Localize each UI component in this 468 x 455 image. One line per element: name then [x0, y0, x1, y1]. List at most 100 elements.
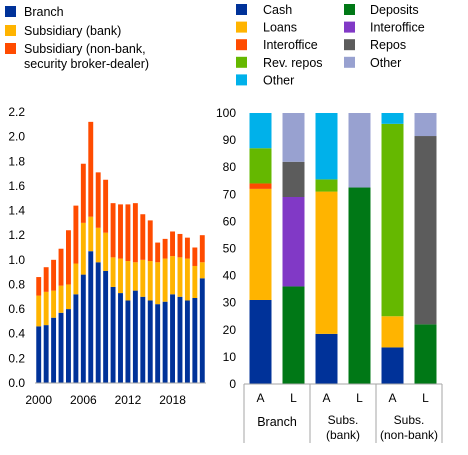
bar-segment — [184, 237, 190, 259]
bar-segment — [125, 300, 131, 383]
y-tick-label: 10 — [223, 350, 237, 364]
bar-segment — [170, 256, 175, 295]
group-label: (non-bank) — [380, 428, 438, 442]
bar-segment — [381, 347, 404, 384]
bar-segment — [58, 248, 64, 286]
bar-segment — [199, 262, 205, 279]
bar-segment — [192, 265, 198, 299]
y-tick-label: 20 — [223, 323, 237, 337]
legend-label: Repos — [370, 38, 406, 52]
y-tick-label: 30 — [223, 296, 237, 310]
legend-swatch — [344, 4, 355, 15]
y-tick-label: 0.8 — [8, 277, 25, 291]
legend-swatch — [236, 21, 247, 33]
bar-segment — [249, 299, 272, 384]
legend-label: Subsidiary (non-bank, — [24, 42, 146, 56]
legend-swatch — [236, 39, 247, 51]
bar-segment — [249, 183, 272, 189]
legend-swatch — [5, 6, 16, 17]
bar-segment — [315, 333, 338, 384]
bar-segment — [95, 262, 101, 383]
bar-segment — [73, 263, 79, 295]
bar-segment — [132, 290, 138, 383]
legend-right: Cash Loans Interoffice Rev. repos Other Depos… — [236, 3, 425, 87]
legend-swatch — [236, 56, 247, 68]
x-tick-label: 2012 — [115, 393, 142, 407]
bar-segment — [43, 267, 49, 292]
bar-segment — [118, 204, 123, 259]
bar-segment — [132, 262, 138, 291]
y-tick-label: 0.6 — [8, 302, 25, 316]
bar-segment — [147, 261, 153, 301]
bar-segment — [110, 203, 116, 258]
bar-segment — [103, 232, 109, 271]
bar-segment — [315, 113, 338, 180]
bar-segment — [118, 258, 123, 294]
bar-segment — [140, 214, 146, 260]
bar-segment — [199, 278, 205, 383]
legend-swatch — [236, 4, 247, 15]
bar-segment — [381, 316, 404, 348]
legend-label: Other — [370, 56, 401, 70]
legend-swatch — [344, 39, 355, 51]
x-tick-label: 2018 — [159, 393, 186, 407]
legend-left: Branch Subsidiary (bank) Subsidiary (non-b… — [5, 5, 149, 71]
bar-segment — [73, 205, 79, 264]
bar-segment — [58, 312, 64, 383]
bar-segment — [282, 197, 305, 287]
bar-segment — [192, 298, 198, 383]
bar-segment — [162, 301, 168, 383]
x-tick-label: 2000 — [25, 393, 52, 407]
group-label: Subs. — [394, 413, 425, 427]
bar-segment — [66, 309, 71, 383]
legend-label: Loans — [263, 21, 297, 35]
bar-segment — [177, 296, 183, 383]
y-tick-label: 60 — [223, 214, 237, 228]
legend-swatch — [236, 74, 247, 86]
bar-segment — [249, 113, 272, 149]
legend-label: Branch — [24, 5, 64, 19]
bar-segment — [51, 259, 57, 291]
bar-segment — [348, 187, 371, 384]
bar-segment — [51, 290, 57, 318]
bar-segment — [66, 284, 71, 310]
bar-segment — [414, 113, 437, 137]
x-tick-label: A — [322, 391, 330, 405]
bar-segment — [147, 300, 153, 383]
bar-segment — [381, 113, 404, 124]
group-label: Subs. — [328, 413, 359, 427]
y-tick-label: 80 — [223, 160, 237, 174]
bar-segment — [348, 113, 371, 188]
bar-segment — [170, 231, 175, 257]
y-tick-label: 1.8 — [8, 154, 25, 168]
y-tick-label: 1.4 — [8, 204, 25, 218]
y-tick-label: 1.2 — [8, 228, 25, 242]
bar-segment — [118, 293, 123, 383]
bar-segment — [125, 204, 131, 262]
bar-segment — [177, 257, 183, 297]
y-tick-label: 40 — [223, 269, 237, 283]
legend-swatch — [5, 25, 16, 36]
x-tick-label: L — [356, 391, 363, 405]
bar-segment — [66, 230, 71, 285]
legend-swatch — [344, 56, 355, 68]
bar-segment — [80, 222, 86, 275]
legend-label: Other — [263, 73, 294, 87]
legend-label: security broker-dealer) — [24, 57, 149, 71]
x-tick-label: 2006 — [70, 393, 97, 407]
bar-segment — [110, 286, 116, 383]
bar-segment — [103, 179, 109, 233]
bar-segment — [315, 179, 338, 192]
y-tick-label: 90 — [223, 133, 237, 147]
legend-swatch — [5, 43, 16, 54]
bar-segment — [249, 148, 272, 184]
bar-segment — [162, 238, 168, 259]
bar-segment — [162, 258, 168, 302]
bar-segment — [36, 295, 42, 327]
bar-segment — [95, 227, 101, 263]
bar-segment — [414, 324, 437, 384]
group-label: Branch — [257, 415, 297, 429]
y-tick-label: 0.2 — [8, 351, 25, 365]
